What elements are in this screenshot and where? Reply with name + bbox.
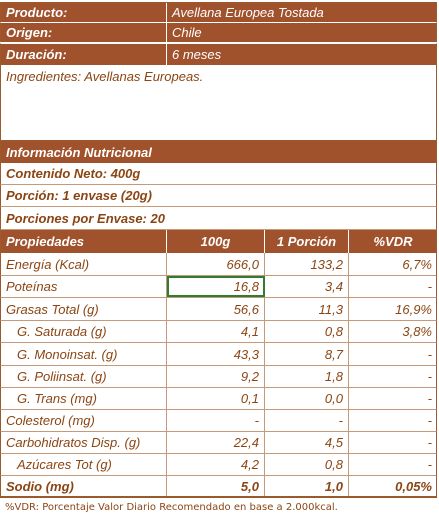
row-property: Grasas Total (g) [1, 298, 167, 320]
row-property: Energía (Kcal) [1, 253, 167, 275]
row-property: G. Poliinsat. (g) [1, 366, 167, 387]
row-property: G. Saturada (g) [1, 321, 167, 342]
duracion-row: Duración: 6 meses [0, 43, 437, 65]
row-porcion: 133,2 [265, 253, 349, 275]
table-header: Propiedades 100g 1 Porción %VDR [0, 230, 437, 253]
porcion-size: Porción: 1 envase (20g) [1, 185, 437, 206]
row-porcion: - [265, 410, 349, 431]
row-100g: 4,2 [167, 454, 265, 475]
duracion-value: 6 meses [167, 44, 437, 65]
table-row: Azúcares Tot (g) 4,2 0,8- [0, 454, 437, 476]
porcion-row: Porción: 1 envase (20g) [0, 185, 437, 207]
sodio-porcion: 1,0 [265, 476, 349, 496]
row-property: Colesterol (mg) [1, 410, 167, 431]
table-row: Carbohidratos Disp. (g) 22,4 4,5- [0, 432, 437, 454]
row-vdr: - [349, 432, 437, 453]
origen-row: Origen: Chile [0, 22, 437, 42]
porciones-row: Porciones por Envase: 20 [0, 207, 437, 230]
table-row: Poteínas 16,8 3,4- [0, 276, 437, 298]
row-property: G. Monoinsat. (g) [1, 343, 167, 365]
row-property: Carbohidratos Disp. (g) [1, 432, 167, 453]
row-porcion: 0,8 [265, 321, 349, 342]
producto-value: Avellana Europea Tostada [167, 3, 437, 22]
table-row: G. Poliinsat. (g) 9,2 1,8- [0, 366, 437, 388]
row-vdr: 16,9% [349, 298, 437, 320]
row-porcion: 1,8 [265, 366, 349, 387]
row-porcion: 0,0 [265, 388, 349, 409]
table-row: Grasas Total (g) 56,6 11,3 16,9% [0, 298, 437, 321]
row-100g: 43,3 [167, 343, 265, 365]
table-row: Colesterol (mg) - - - [0, 410, 437, 432]
row-porcion: 0,8 [265, 454, 349, 475]
porciones-envase: Porciones por Envase: 20 [1, 207, 437, 229]
contenido-row: Contenido Neto: 400g [0, 163, 437, 185]
row-vdr: 3,8% [349, 321, 437, 342]
row-vdr: - [349, 366, 437, 387]
row-100g: 9,2 [167, 366, 265, 387]
row-100g[interactable]: 16,8 [167, 276, 265, 297]
table-row: Energía (Kcal) 666,0 133,2 6,7% [0, 253, 437, 276]
row-100g: 0,1 [167, 388, 265, 409]
row-porcion: 8,7 [265, 343, 349, 365]
footnote: %VDR: Porcentaje Valor Diario Recomendad… [5, 502, 338, 513]
col-porcion: 1 Porción [265, 230, 349, 253]
sodio-row: Sodio (mg) 5,0 1,0 0,05% [0, 476, 437, 498]
ingredientes-box: Ingredientes: Avellanas Europeas. [0, 65, 437, 141]
contenido-neto: Contenido Neto: 400g [1, 163, 437, 184]
producto-row: Producto: Avellana Europea Tostada [0, 2, 437, 22]
origen-value: Chile [167, 23, 437, 42]
row-porcion: 11,3 [265, 298, 349, 320]
row-100g: 56,6 [167, 298, 265, 320]
row-100g: 666,0 [167, 253, 265, 275]
sodio-vdr: 0,05% [349, 476, 437, 496]
col-vdr: %VDR [349, 230, 437, 253]
info-title: Información Nutricional [1, 141, 437, 163]
row-vdr: - [349, 410, 437, 431]
table-row: G. Saturada (g) 4,1 0,8 3,8% [0, 321, 437, 343]
row-porcion: 3,4 [265, 276, 349, 297]
sodio-100g: 5,0 [167, 476, 265, 496]
row-100g: - [167, 410, 265, 431]
row-vdr: - [349, 454, 437, 475]
duracion-label: Duración: [1, 44, 167, 65]
row-porcion: 4,5 [265, 432, 349, 453]
info-title-row: Información Nutricional [0, 141, 437, 163]
col-100g: 100g [167, 230, 265, 253]
producto-label: Producto: [1, 3, 167, 22]
row-100g: 22,4 [167, 432, 265, 453]
row-100g: 4,1 [167, 321, 265, 342]
col-propiedades: Propiedades [1, 230, 167, 253]
row-property: G. Trans (mg) [1, 388, 167, 409]
row-vdr: - [349, 276, 437, 297]
origen-label: Origen: [1, 23, 167, 42]
table-row: G. Monoinsat. (g) 43,3 8,7- [0, 343, 437, 366]
row-vdr: 6,7% [349, 253, 437, 275]
row-property: Azúcares Tot (g) [1, 454, 167, 475]
sodio-label: Sodio (mg) [1, 476, 167, 496]
ingredientes-text: Ingredientes: Avellanas Europeas. [1, 67, 437, 85]
row-property: Poteínas [1, 276, 167, 297]
row-vdr: - [349, 388, 437, 409]
table-row: G. Trans (mg) 0,1 0,0- [0, 388, 437, 410]
row-vdr: - [349, 343, 437, 365]
